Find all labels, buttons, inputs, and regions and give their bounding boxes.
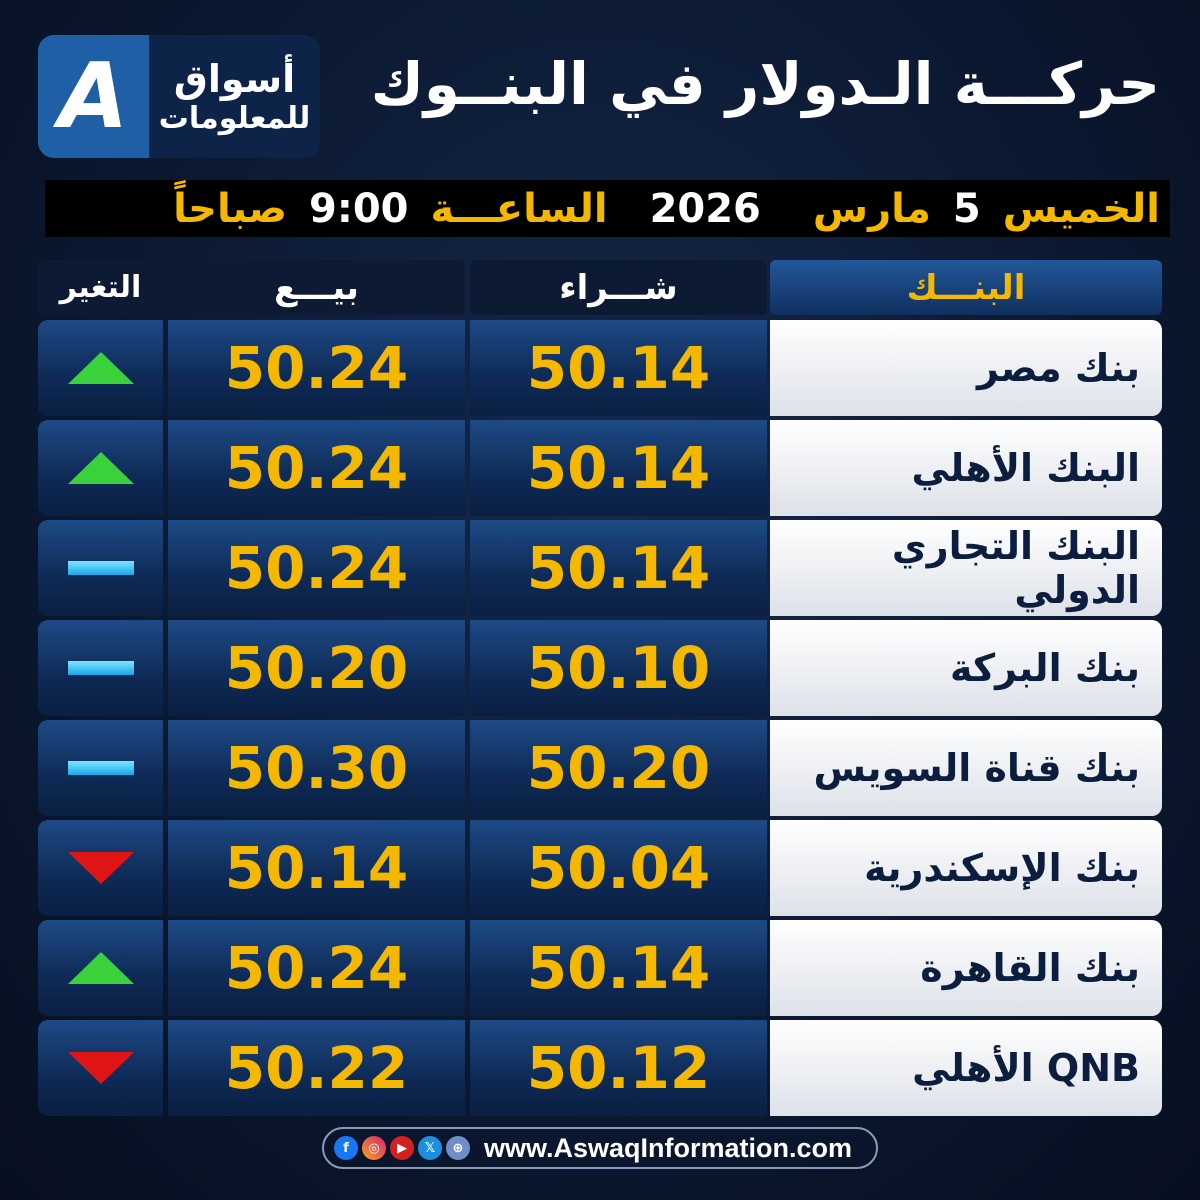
- header-change: التغير: [38, 260, 163, 315]
- logo-line1: أسواق: [173, 57, 296, 101]
- time: 9:00: [309, 185, 409, 232]
- logo: A أسواق للمعلومات: [38, 35, 320, 158]
- header-sell: بيـــع: [168, 260, 465, 315]
- year: 2026: [649, 185, 761, 232]
- change-cell: [38, 520, 163, 616]
- buy-cell: 50.12: [470, 1020, 767, 1116]
- change-cell: [38, 620, 163, 716]
- table-row: 50.24 50.14 البنك التجاري الدولي: [38, 520, 1162, 616]
- table-row: 50.14 50.04 بنك الإسكندرية: [38, 820, 1162, 916]
- sell-cell: 50.30: [168, 720, 465, 816]
- table-row: 50.30 50.20 بنك قناة السويس: [38, 720, 1162, 816]
- footer: f ◎ ▶ 𝕏 ⊕ www.AswaqInformation.com: [322, 1127, 878, 1169]
- globe-icon[interactable]: ⊕: [446, 1136, 470, 1160]
- sell-cell: 50.14: [168, 820, 465, 916]
- sell-cell: 50.24: [168, 320, 465, 416]
- buy-cell: 50.10: [470, 620, 767, 716]
- facebook-icon[interactable]: f: [334, 1136, 358, 1160]
- logo-line2: للمعلومات: [158, 101, 311, 136]
- buy-cell: 50.04: [470, 820, 767, 916]
- buy-cell: 50.14: [470, 920, 767, 1016]
- buy-cell: 50.20: [470, 720, 767, 816]
- bank-name: بنك الإسكندرية: [770, 820, 1162, 916]
- table-row: 50.24 50.14 البنك الأهلي: [38, 420, 1162, 516]
- change-cell: [38, 320, 163, 416]
- day-number: 5: [952, 185, 981, 232]
- change-up-icon: [67, 352, 134, 384]
- change-cell: [38, 920, 163, 1016]
- sell-cell: 50.20: [168, 620, 465, 716]
- change-cell: [38, 1020, 163, 1116]
- bank-name: بنك البركة: [770, 620, 1162, 716]
- table-row: 50.24 50.14 بنك القاهرة: [38, 920, 1162, 1016]
- sell-cell: 50.24: [168, 920, 465, 1016]
- change-flat-icon: [67, 761, 134, 775]
- change-down-icon: [67, 1052, 134, 1084]
- logo-mark: A: [38, 35, 149, 158]
- buy-cell: 50.14: [470, 520, 767, 616]
- table-row: 50.20 50.10 بنك البركة: [38, 620, 1162, 716]
- change-cell: [38, 420, 163, 516]
- change-flat-icon: [67, 661, 134, 675]
- change-cell: [38, 820, 163, 916]
- change-flat-icon: [67, 561, 134, 575]
- youtube-icon[interactable]: ▶: [390, 1136, 414, 1160]
- bank-name: البنك التجاري الدولي: [770, 520, 1162, 616]
- table-row: 50.22 50.12 QNB الأهلي: [38, 1020, 1162, 1116]
- sell-cell: 50.24: [168, 420, 465, 516]
- period: صباحاً: [173, 185, 287, 232]
- table-row: 50.24 50.14 بنك مصر: [38, 320, 1162, 416]
- header-buy: شـــراء: [470, 260, 767, 315]
- change-up-icon: [67, 452, 134, 484]
- month: مارس: [812, 185, 931, 232]
- change-down-icon: [67, 852, 134, 884]
- date-bar: الخميس 5 مارس 2026 الساعـــة 9:00 صباحاً: [45, 180, 1170, 237]
- instagram-icon[interactable]: ◎: [362, 1136, 386, 1160]
- buy-cell: 50.14: [470, 420, 767, 516]
- buy-cell: 50.14: [470, 320, 767, 416]
- sell-cell: 50.22: [168, 1020, 465, 1116]
- day: الخميس: [1002, 185, 1160, 232]
- bank-name: بنك قناة السويس: [770, 720, 1162, 816]
- bank-name: QNB الأهلي: [770, 1020, 1162, 1116]
- hour-label: الساعـــة: [430, 185, 608, 232]
- bank-name: بنك القاهرة: [770, 920, 1162, 1016]
- bank-name: بنك مصر: [770, 320, 1162, 416]
- change-cell: [38, 720, 163, 816]
- header-bank: البنـــك: [770, 260, 1162, 315]
- sell-cell: 50.24: [168, 520, 465, 616]
- x-icon[interactable]: 𝕏: [418, 1136, 442, 1160]
- page-title: حركـــة الـدولار في البنــوك: [370, 50, 1160, 118]
- website-link[interactable]: www.AswaqInformation.com: [484, 1132, 853, 1163]
- change-up-icon: [67, 952, 134, 984]
- bank-name: البنك الأهلي: [770, 420, 1162, 516]
